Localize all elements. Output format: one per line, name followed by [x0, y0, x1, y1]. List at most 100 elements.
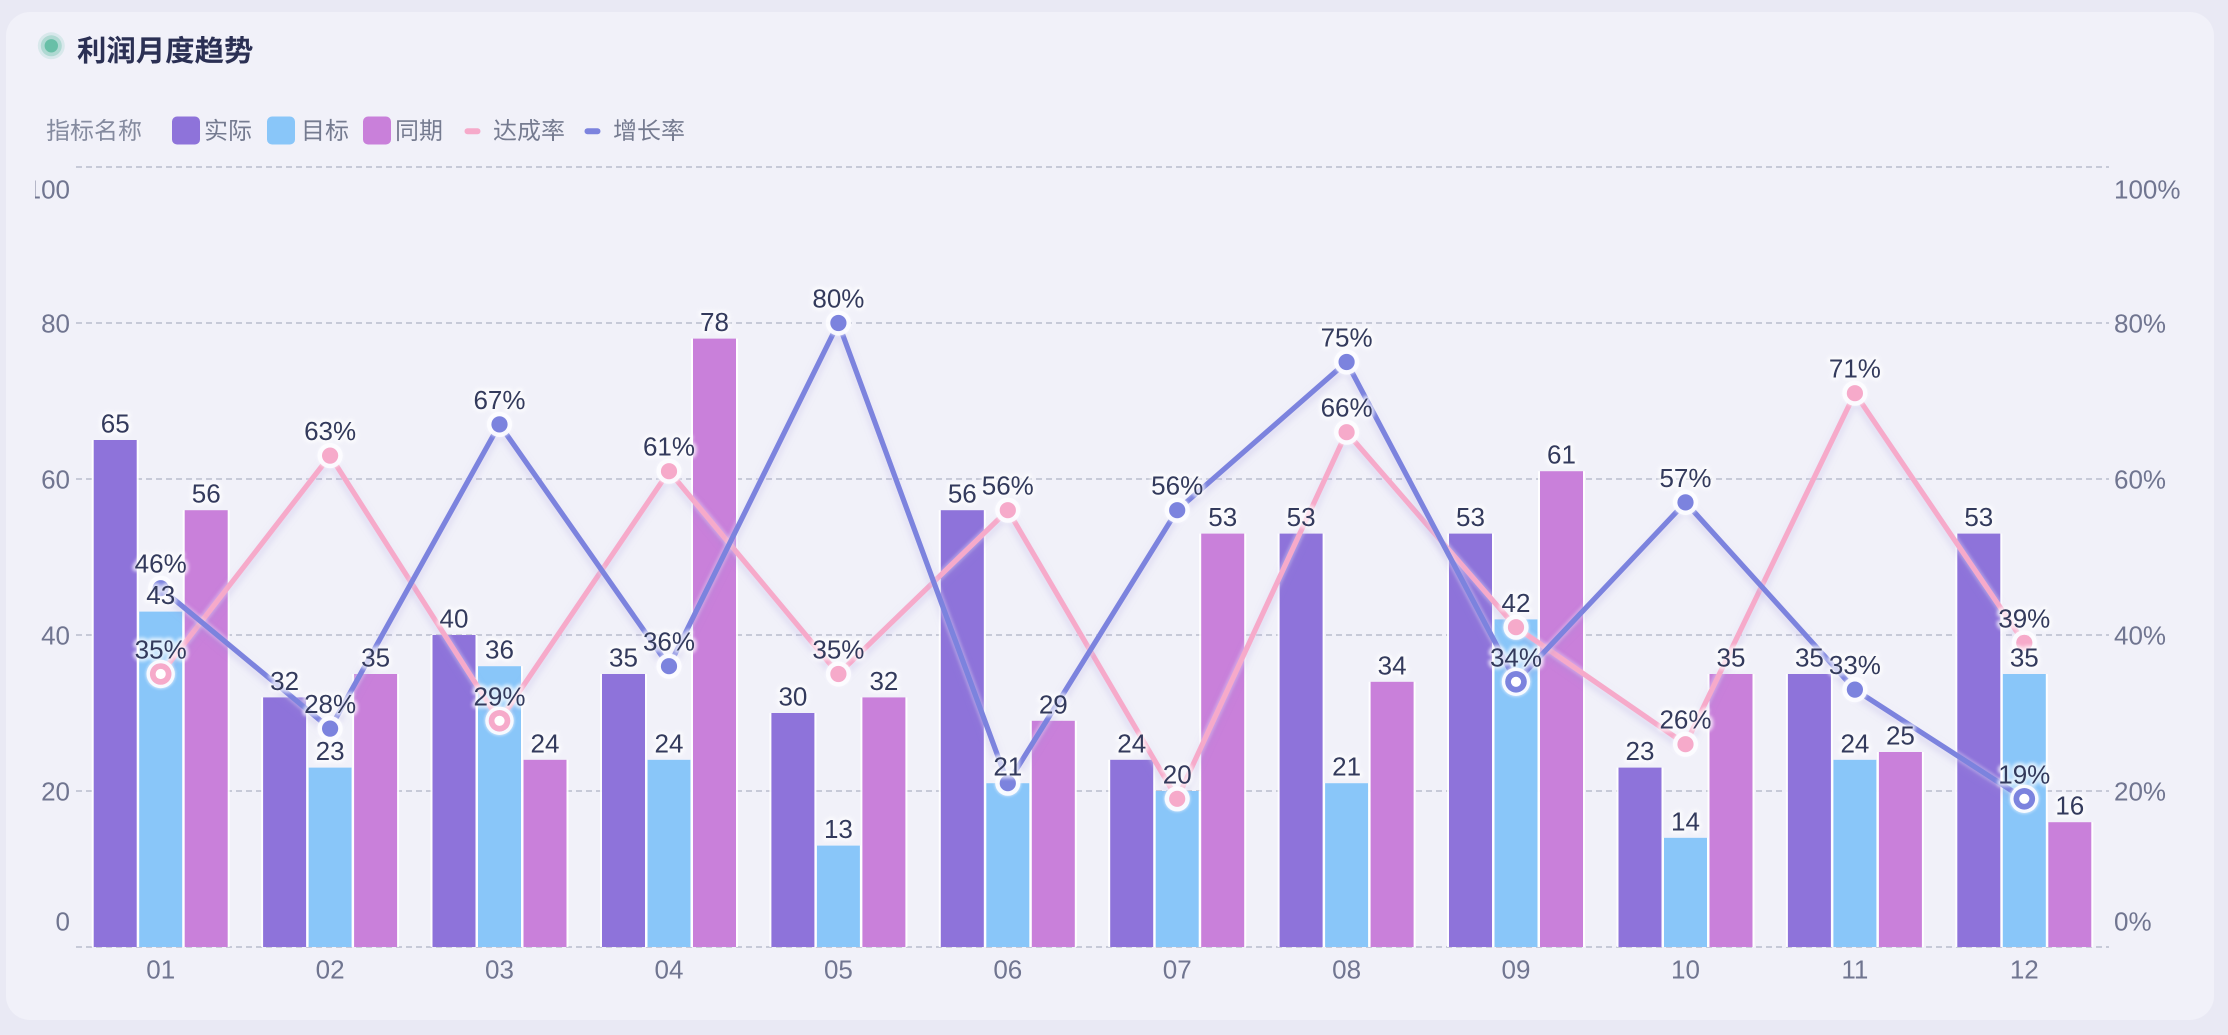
svg-text:32: 32 [869, 666, 898, 696]
svg-text:75%: 75% [1321, 323, 1373, 353]
svg-text:71%: 71% [1829, 354, 1881, 384]
svg-text:35: 35 [1717, 643, 1746, 673]
svg-text:0: 0 [56, 906, 70, 936]
svg-text:57%: 57% [1659, 463, 1711, 493]
svg-text:20: 20 [1163, 760, 1192, 790]
svg-text:35: 35 [2010, 643, 2039, 673]
svg-text:25: 25 [1886, 721, 1915, 751]
svg-text:24: 24 [1840, 728, 1869, 758]
svg-text:35: 35 [1795, 643, 1824, 673]
svg-text:23: 23 [1626, 736, 1655, 766]
svg-text:16: 16 [2055, 791, 2084, 821]
svg-text:32: 32 [869, 666, 898, 696]
svg-text:35%: 35% [135, 635, 187, 665]
svg-text:39%: 39% [1998, 603, 2050, 633]
svg-text:24: 24 [1840, 728, 1869, 758]
svg-text:100%: 100% [2114, 174, 2181, 204]
svg-text:34%: 34% [1490, 642, 1542, 672]
svg-text:05: 05 [824, 955, 853, 985]
svg-text:34%: 34% [1490, 642, 1542, 672]
svg-text:53: 53 [1456, 502, 1485, 532]
svg-text:56: 56 [192, 479, 221, 509]
svg-text:33%: 33% [1829, 650, 1881, 680]
svg-text:61: 61 [1547, 440, 1576, 470]
svg-text:26%: 26% [1659, 705, 1711, 735]
svg-text:11: 11 [1841, 955, 1868, 985]
svg-text:60: 60 [41, 464, 70, 494]
svg-text:56: 56 [192, 479, 221, 509]
svg-text:71%: 71% [1829, 354, 1881, 384]
svg-text:53: 53 [1287, 502, 1316, 532]
svg-text:13: 13 [824, 814, 853, 844]
svg-text:80%: 80% [812, 284, 864, 314]
svg-text:43: 43 [146, 580, 175, 610]
svg-text:35: 35 [361, 643, 390, 673]
svg-text:29%: 29% [473, 681, 525, 711]
svg-text:65: 65 [101, 409, 130, 439]
svg-text:40: 40 [41, 620, 70, 650]
svg-text:36%: 36% [643, 627, 695, 657]
svg-text:46%: 46% [135, 549, 187, 579]
svg-text:36: 36 [485, 635, 514, 665]
svg-text:56: 56 [948, 479, 977, 509]
svg-text:80%: 80% [2114, 308, 2166, 338]
svg-text:20: 20 [41, 776, 70, 806]
svg-text:63%: 63% [304, 416, 356, 446]
svg-text:56%: 56% [1151, 471, 1203, 501]
svg-text:19%: 19% [1998, 759, 2050, 789]
svg-text:40: 40 [440, 604, 469, 634]
svg-text:29: 29 [1039, 689, 1068, 719]
svg-text:60%: 60% [2114, 464, 2166, 494]
svg-text:56%: 56% [982, 471, 1034, 501]
svg-text:100: 100 [27, 174, 70, 204]
svg-text:23: 23 [316, 736, 345, 766]
svg-text:12: 12 [2010, 955, 2039, 985]
svg-text:35: 35 [609, 643, 638, 673]
svg-text:01: 01 [146, 955, 175, 985]
svg-text:06: 06 [993, 955, 1022, 985]
svg-text:61: 61 [1547, 440, 1576, 470]
svg-text:02: 02 [316, 955, 345, 985]
svg-text:75%: 75% [1321, 323, 1373, 353]
svg-text:28%: 28% [304, 689, 356, 719]
svg-text:0%: 0% [2114, 906, 2152, 936]
svg-text:63%: 63% [304, 416, 356, 446]
svg-text:30: 30 [778, 682, 807, 712]
svg-text:21: 21 [1332, 752, 1361, 782]
svg-text:67%: 67% [473, 385, 525, 415]
svg-text:32: 32 [270, 666, 299, 696]
svg-text:61%: 61% [643, 432, 695, 462]
svg-text:57%: 57% [1659, 463, 1711, 493]
svg-text:32: 32 [270, 666, 299, 696]
svg-text:08: 08 [1332, 955, 1361, 985]
svg-text:42: 42 [1502, 588, 1531, 618]
svg-text:65: 65 [101, 409, 130, 439]
svg-text:23: 23 [316, 736, 345, 766]
svg-text:53: 53 [1964, 502, 1993, 532]
svg-text:10: 10 [1671, 955, 1700, 985]
svg-text:24: 24 [655, 728, 684, 758]
svg-text:29%: 29% [473, 681, 525, 711]
svg-text:28%: 28% [304, 689, 356, 719]
svg-text:21: 21 [993, 752, 1022, 782]
svg-text:40%: 40% [2114, 620, 2166, 650]
svg-text:35: 35 [361, 643, 390, 673]
svg-text:03: 03 [485, 955, 514, 985]
svg-text:36: 36 [485, 635, 514, 665]
svg-text:21: 21 [993, 752, 1022, 782]
svg-text:53: 53 [1287, 502, 1316, 532]
svg-text:40: 40 [440, 604, 469, 634]
svg-text:24: 24 [1117, 728, 1146, 758]
svg-text:53: 53 [1208, 502, 1237, 532]
svg-text:56%: 56% [1151, 471, 1203, 501]
svg-text:24: 24 [531, 728, 560, 758]
svg-text:09: 09 [1502, 955, 1531, 985]
svg-text:53: 53 [1456, 502, 1485, 532]
svg-text:16: 16 [2055, 791, 2084, 821]
svg-text:67%: 67% [473, 385, 525, 415]
svg-text:35: 35 [2010, 643, 2039, 673]
svg-text:04: 04 [655, 955, 684, 985]
svg-text:35%: 35% [135, 635, 187, 665]
svg-text:24: 24 [1117, 728, 1146, 758]
svg-text:35: 35 [1717, 643, 1746, 673]
